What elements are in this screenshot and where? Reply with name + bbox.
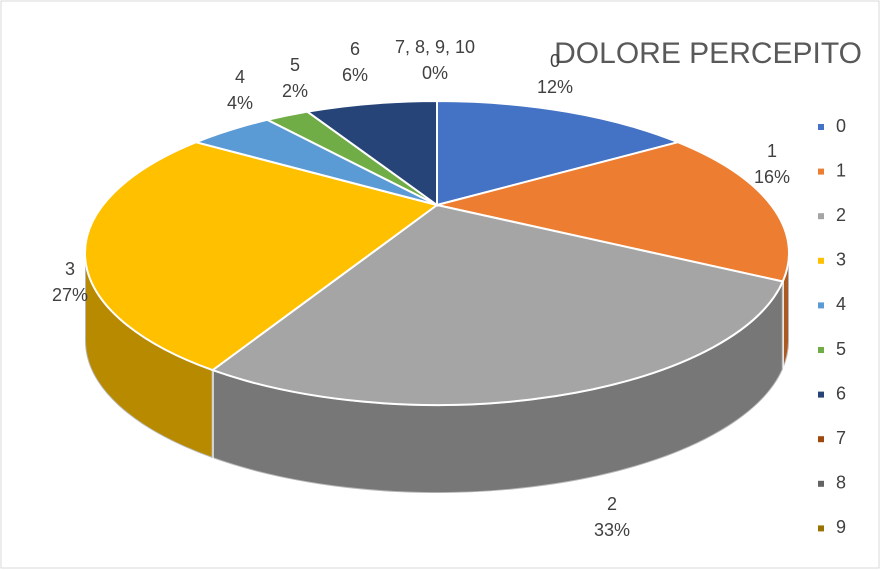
data-label-value: 2% xyxy=(282,81,308,101)
legend-swatch xyxy=(818,480,824,487)
legend-swatch xyxy=(818,525,824,532)
slice xyxy=(304,99,438,207)
legend-label: 7 xyxy=(836,428,846,448)
legend-swatch xyxy=(818,391,824,398)
legend-label: 3 xyxy=(836,250,846,270)
side-shade xyxy=(212,281,783,493)
legend-swatch xyxy=(818,124,824,130)
legend-label: 5 xyxy=(836,339,846,359)
data-label-category: 5 xyxy=(290,55,300,75)
data-label-value: 16% xyxy=(754,167,790,187)
data-label-category: 0 xyxy=(550,51,560,71)
legend-swatch xyxy=(818,347,824,353)
data-label-value: 27% xyxy=(52,285,88,305)
data-label-value: 12% xyxy=(537,77,573,97)
side-shade xyxy=(782,253,789,370)
data-label-category: 4 xyxy=(235,67,245,87)
slice xyxy=(436,99,682,207)
legend-swatch xyxy=(818,436,824,443)
slice xyxy=(436,141,790,283)
data-label-category: 1 xyxy=(767,141,777,161)
legend-swatch xyxy=(818,168,824,175)
slice xyxy=(210,203,785,406)
legend-swatch xyxy=(818,302,824,309)
legend-label: 0 xyxy=(836,116,846,136)
data-label-category: 2 xyxy=(607,494,617,514)
legend-label: 6 xyxy=(836,383,846,403)
slice xyxy=(84,141,440,372)
legend-label: 1 xyxy=(836,160,846,180)
legend-label: 2 xyxy=(836,205,846,225)
legend-label: 4 xyxy=(836,294,846,314)
data-label-value: 4% xyxy=(227,93,253,113)
data-label-value: 6% xyxy=(342,65,368,85)
data-label-value: 0% xyxy=(422,63,448,83)
data-label-category: 3 xyxy=(65,259,75,279)
legend-swatch xyxy=(818,257,824,264)
legend-label: 9 xyxy=(836,517,846,537)
side-shade xyxy=(85,253,213,459)
legend-label: 8 xyxy=(836,473,846,493)
data-label-value: 33% xyxy=(594,520,630,540)
chart-title: DOLORE PERCEPITO xyxy=(554,37,862,70)
data-label-category: 6 xyxy=(350,39,360,59)
data-label-category: 7, 8, 9, 10 xyxy=(395,37,475,57)
legend-swatch xyxy=(818,213,824,220)
